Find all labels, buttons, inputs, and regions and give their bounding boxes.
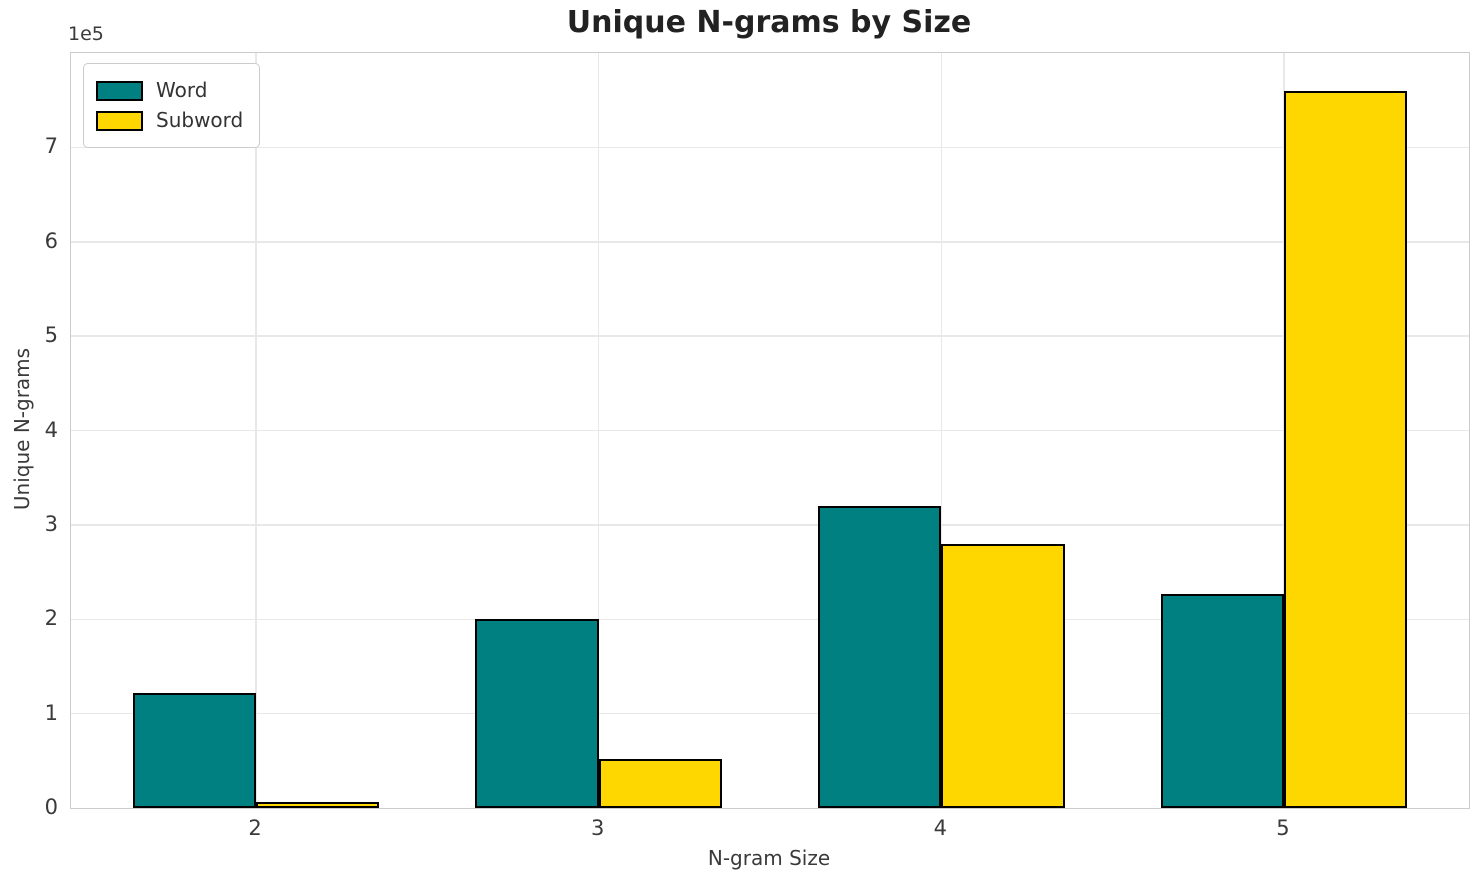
y-tick-label: 0 bbox=[44, 795, 58, 819]
bar-word-2 bbox=[132, 692, 257, 808]
legend-swatch-icon bbox=[96, 110, 143, 131]
bar-subword-3 bbox=[598, 758, 723, 808]
legend-label: Subword bbox=[156, 108, 244, 132]
bar-word-4 bbox=[817, 506, 942, 808]
legend-swatch-icon bbox=[96, 80, 143, 101]
legend-entry-subword: Subword bbox=[96, 108, 243, 133]
legend-label: Word bbox=[156, 78, 208, 102]
x-tick-label: 3 bbox=[590, 816, 605, 840]
y-tick-label: 4 bbox=[44, 417, 58, 442]
gridline-vertical bbox=[255, 53, 257, 808]
bar-word-5 bbox=[1160, 593, 1284, 808]
y-tick-label: 5 bbox=[44, 323, 58, 348]
bar-subword-2 bbox=[256, 802, 380, 808]
gridline-horizontal bbox=[71, 335, 1469, 337]
gridline-horizontal bbox=[71, 146, 1469, 149]
gridline-horizontal bbox=[71, 712, 1469, 715]
x-tick-label: 2 bbox=[248, 816, 262, 840]
y-axis-offset-text: 1e5 bbox=[68, 23, 104, 45]
gridline-horizontal bbox=[71, 429, 1469, 432]
plot-area: Word Subword bbox=[70, 52, 1470, 809]
bar-word-3 bbox=[475, 619, 599, 808]
gridline-horizontal bbox=[71, 618, 1469, 620]
x-axis-label: N-gram Size bbox=[707, 846, 831, 870]
gridline-vertical bbox=[597, 53, 600, 808]
bar-subword-4 bbox=[941, 543, 1065, 808]
y-tick-label: 7 bbox=[44, 134, 58, 159]
x-tick-label: 5 bbox=[1276, 816, 1290, 840]
chart-title: Unique N-grams by Size bbox=[566, 5, 972, 40]
gridline-horizontal bbox=[71, 241, 1469, 243]
y-tick-label: 2 bbox=[44, 606, 58, 631]
legend: Word Subword bbox=[83, 63, 261, 148]
gridline-horizontal bbox=[71, 524, 1469, 526]
y-tick-label: 6 bbox=[44, 228, 58, 253]
gridline-vertical bbox=[940, 53, 943, 808]
y-tick-label: 1 bbox=[44, 700, 58, 725]
y-tick-label: 3 bbox=[44, 511, 58, 536]
bar-subword-5 bbox=[1283, 90, 1408, 808]
legend-entry-word: Word bbox=[96, 78, 243, 103]
x-tick-label: 4 bbox=[933, 816, 947, 840]
